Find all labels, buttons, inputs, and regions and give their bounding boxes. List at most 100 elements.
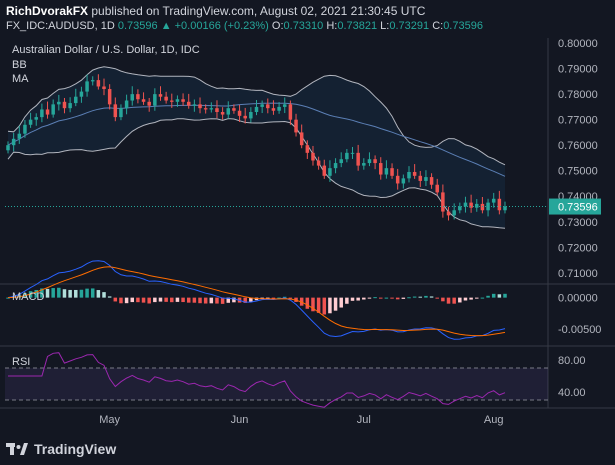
macd-histogram-bar xyxy=(181,297,185,303)
macd-histogram-bar xyxy=(130,297,135,303)
macd-histogram-bar xyxy=(34,289,38,298)
macd-histogram-bar xyxy=(378,297,383,299)
author-name[interactable]: RichDvorakFX xyxy=(6,4,89,18)
macd-histogram-bar xyxy=(429,296,434,298)
macd-histogram-bar xyxy=(249,297,253,302)
candle-body xyxy=(390,168,394,176)
macd-histogram-bar xyxy=(311,297,315,312)
candle-body xyxy=(475,203,479,208)
candle-body xyxy=(96,80,101,87)
macd-histogram-bar xyxy=(412,296,417,298)
tradingview-footer[interactable]: TradingView xyxy=(6,438,116,460)
macd-histogram-bar xyxy=(226,297,231,303)
macd-histogram-bar xyxy=(316,297,321,313)
macd-histogram-bar xyxy=(141,297,146,303)
candle-body xyxy=(11,138,16,146)
candle-body xyxy=(373,159,377,164)
time-tick-label: May xyxy=(99,414,120,426)
candle-body xyxy=(17,133,22,139)
candle-body xyxy=(299,132,304,146)
macd-histogram-bar xyxy=(62,289,67,298)
macd-histogram-bar xyxy=(232,297,236,303)
macd-histogram-bar xyxy=(102,292,106,298)
candle-body xyxy=(384,168,389,175)
macd-histogram-bar xyxy=(51,288,55,298)
price-tick-label: 0.77000 xyxy=(558,115,598,127)
macd-histogram-bar xyxy=(186,297,191,303)
bollinger-lower-line xyxy=(7,118,506,229)
candle-body xyxy=(215,108,219,113)
candle-body xyxy=(271,108,276,111)
candle-body xyxy=(186,101,191,106)
candle-body xyxy=(51,104,55,115)
rsi-panel-label[interactable]: RSI xyxy=(12,356,31,368)
macd-histogram-bar xyxy=(469,297,473,300)
candle-body xyxy=(220,112,225,115)
macd-histogram-bar xyxy=(113,297,118,302)
macd-histogram-bar xyxy=(68,289,72,298)
macd-signal-line xyxy=(7,266,506,337)
macd-histogram-bar xyxy=(475,297,479,299)
symbol-label[interactable]: FX_IDC:AUDUSD, 1D xyxy=(6,20,115,32)
candle-body xyxy=(147,101,151,106)
macd-histogram-bar xyxy=(373,297,377,299)
candle-body xyxy=(198,104,202,109)
candle-body xyxy=(136,94,140,100)
macd-histogram-bar xyxy=(266,297,270,299)
candle-body xyxy=(232,108,236,111)
macd-histogram-bar xyxy=(260,297,264,299)
candle-body xyxy=(102,86,106,90)
chart-title[interactable]: Australian Dollar / U.S. Dollar, 1D, IDC xyxy=(12,44,200,56)
macd-histogram-bar xyxy=(497,294,502,298)
candle-body xyxy=(153,94,157,106)
candle-body xyxy=(401,178,406,184)
candle-body xyxy=(192,104,197,106)
macd-histogram-bar xyxy=(170,297,174,303)
price-change: ▲ +0.00166 (+0.23%) xyxy=(160,20,269,32)
time-tick-label: Jun xyxy=(231,414,249,426)
candle-body xyxy=(362,163,366,166)
macd-histogram-bar xyxy=(136,297,140,303)
macd-histogram-bar xyxy=(322,297,327,315)
candle-body xyxy=(328,168,332,176)
last-price-tag xyxy=(549,198,601,215)
last-price-tag-label: 0.73596 xyxy=(558,202,598,214)
macd-histogram-bar xyxy=(282,296,287,298)
candle-body xyxy=(40,109,44,118)
macd-histogram-bar xyxy=(446,297,451,304)
candle-body xyxy=(322,165,327,176)
macd-histogram-bar xyxy=(441,297,445,302)
macd-histogram-bar xyxy=(418,296,423,298)
macd-histogram-bar xyxy=(277,297,281,299)
bb-indicator-label[interactable]: BB xyxy=(12,59,27,71)
macd-histogram-bar xyxy=(45,288,50,298)
candle-body xyxy=(243,115,247,119)
candle-body xyxy=(452,210,456,216)
macd-histogram-bar xyxy=(362,297,366,300)
candle-body xyxy=(497,198,502,211)
macd-histogram-bar xyxy=(6,297,10,299)
macd-histogram-bar xyxy=(198,297,202,304)
candle-body xyxy=(57,101,61,105)
candle-body xyxy=(226,108,231,115)
candle-body xyxy=(316,160,321,166)
macd-histogram-bar xyxy=(57,287,61,298)
macd-histogram-bar xyxy=(192,297,197,303)
candle-body xyxy=(277,106,281,111)
candle-body xyxy=(124,100,129,109)
price-tick-label: 0.71000 xyxy=(558,268,598,280)
macd-histogram-bar xyxy=(220,297,225,304)
macd-histogram-bar xyxy=(407,297,411,299)
macd-histogram-bar xyxy=(164,297,168,302)
macd-histogram-bar xyxy=(209,297,214,304)
candle-body xyxy=(463,202,468,207)
publish-line: RichDvorakFX published on TradingView.co… xyxy=(6,4,425,18)
candle-body xyxy=(395,175,400,184)
macd-histogram-bar xyxy=(503,293,507,298)
macd-panel-label[interactable]: MACD xyxy=(12,291,45,303)
ma-indicator-label[interactable]: MA xyxy=(12,73,29,85)
macd-histogram-bar xyxy=(384,297,389,299)
candle-body xyxy=(113,104,118,118)
macd-histogram-bar xyxy=(158,297,163,302)
